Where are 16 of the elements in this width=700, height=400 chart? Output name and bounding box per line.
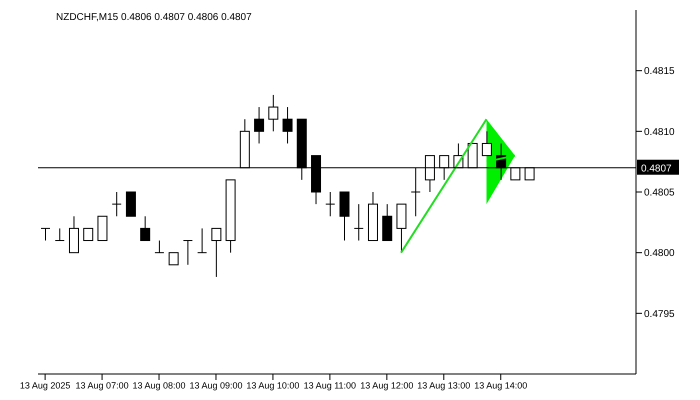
x-tick-label: 13 Aug 10:00	[246, 380, 300, 390]
x-tick-label: 13 Aug 09:00	[189, 380, 243, 390]
y-tick-label: 0.4800	[644, 248, 676, 260]
chart-title: NZDCHF,M15 0.4806 0.4807 0.4806 0.4807	[56, 12, 252, 23]
y-tick-label: 0.4805	[644, 188, 676, 199]
y-tick-label: 0.4815	[644, 66, 676, 78]
x-tick-label: 13 Aug 13:00	[417, 380, 470, 390]
ref-line-label: 0.4807	[641, 164, 672, 175]
x-tick-label: 13 Aug 14:00	[474, 380, 528, 390]
y-tick-label: 0.4810	[644, 126, 676, 138]
x-tick-label: 13 Aug 07:00	[76, 380, 129, 390]
y-tick-label: 0.4795	[644, 308, 676, 320]
x-tick-label: 13 Aug 12:00	[360, 380, 414, 390]
x-tick-label: 13 Aug 2025	[20, 380, 70, 390]
x-tick-label: 13 Aug 08:00	[132, 380, 186, 390]
x-tick-label: 13 Aug 11:00	[304, 380, 356, 390]
